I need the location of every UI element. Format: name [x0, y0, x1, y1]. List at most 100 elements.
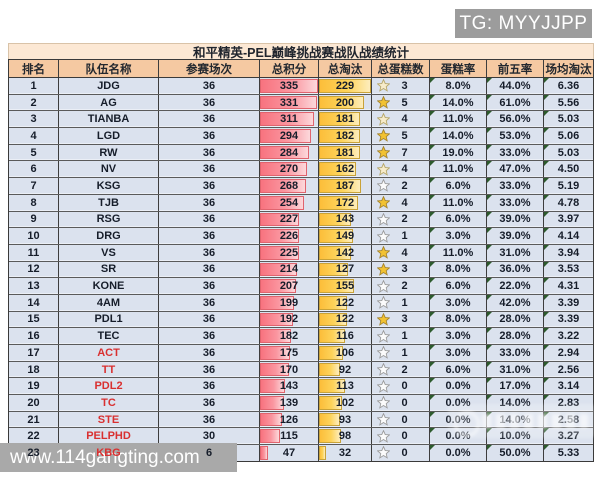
points-data-bar [260, 145, 310, 160]
corner-flag-icon [487, 328, 492, 334]
corner-flag-icon [544, 294, 549, 300]
matches-cell: 36 [158, 278, 259, 294]
points-cell: 331 [259, 94, 318, 111]
corner-flag-icon [430, 211, 435, 217]
star-icon [377, 446, 390, 460]
corner-flag-icon [430, 144, 435, 150]
team-cell: NV [58, 161, 158, 178]
top5-rate-cell: 42.0% [486, 294, 543, 311]
cell-value: 36 [202, 313, 216, 326]
cell-value: 0.0% [445, 396, 471, 409]
table-row: 8 TJB 36 254 172 4 11.0% 33.0% 4.78 [9, 194, 593, 212]
cell-value: 36 [202, 280, 216, 293]
star-icon [377, 346, 390, 360]
cell-value: 1 [30, 79, 37, 92]
points-cell: 126 [259, 411, 318, 428]
points-cell: 227 [259, 211, 318, 228]
elims-data-bar [319, 295, 347, 310]
points-data-bar [260, 346, 291, 360]
elims-data-bar [319, 245, 352, 260]
cakes-cell: 7 [371, 144, 429, 161]
rank-cell: 7 [9, 178, 58, 194]
matches-cell: 36 [158, 311, 259, 328]
points-cell: 207 [259, 278, 318, 294]
elims-data-bar [319, 162, 356, 177]
corner-flag-icon [487, 244, 492, 250]
points-data-bar [260, 396, 285, 410]
corner-flag-icon [487, 144, 492, 150]
cell-value: 17.0% [499, 380, 531, 393]
cell-value: 5.03 [557, 146, 580, 159]
rank-cell: 6 [9, 161, 58, 177]
cell-value: VS [101, 246, 116, 259]
cell-value: 22.0% [499, 280, 531, 293]
cakes-cell: 1 [371, 294, 429, 311]
elims-cell: 162 [318, 161, 371, 178]
top5-rate-cell: 53.0% [486, 128, 543, 144]
elims-cell: 122 [318, 294, 371, 311]
cell-value: 3 [401, 313, 408, 326]
star-icon [377, 79, 390, 93]
cakes-inner: 4 [372, 162, 429, 176]
cell-value: 36 [202, 146, 216, 159]
cakes-cell: 5 [371, 128, 429, 144]
cell-value: 0 [401, 413, 408, 426]
table-header: 排名 队伍名称 参赛场次 总积分 总淘汰 总蛋糕数 蛋糕率 前五率 场均淘汰 [9, 60, 593, 78]
elims-cell: 32 [318, 445, 371, 461]
cell-value: 181 [335, 113, 355, 126]
table-row: 15 PDL1 36 192 122 3 8.0% 28.0% 3.39 [9, 311, 593, 329]
matches-cell: 36 [158, 345, 259, 361]
cell-value: 207 [279, 280, 299, 293]
rank-cell: 8 [9, 195, 58, 211]
cell-value: 162 [335, 163, 355, 176]
top5-rate-cell: 50.0% [486, 445, 543, 461]
matches-cell: 36 [158, 328, 259, 344]
cell-value: 6.0% [445, 280, 471, 293]
cakes-cell: 0 [371, 428, 429, 445]
top5-rate-cell: 31.0% [486, 244, 543, 261]
cell-value: 181 [335, 146, 355, 159]
cakes-inner: 1 [372, 229, 429, 243]
table-title: 和平精英-PEL巅峰挑战赛战队战绩统计 [8, 43, 594, 60]
elims-data-bar [319, 145, 361, 160]
cell-value: 11 [27, 246, 40, 259]
cell-value: 4 [30, 129, 37, 142]
cell-value: 2 [401, 280, 408, 293]
corner-flag-icon [430, 261, 435, 267]
cell-value: 5.03 [557, 113, 580, 126]
elims-cell: 92 [318, 361, 371, 378]
top5-rate-cell: 39.0% [486, 228, 543, 244]
table-row: 5 RW 36 284 181 7 19.0% 33.0% 5.03 [9, 144, 593, 162]
cell-value: 14.0% [442, 129, 474, 142]
cell-value: 225 [279, 246, 299, 259]
corner-flag-icon [487, 111, 492, 117]
matches-cell: 36 [158, 361, 259, 378]
top5-rate-cell: 44.0% [486, 78, 543, 94]
cell-value: 3.14 [557, 380, 580, 393]
cell-value: 270 [279, 163, 299, 176]
table-row: 18 TT 36 170 92 2 6.0% 31.0% 2.56 [9, 361, 593, 379]
star-icon [377, 379, 390, 393]
corner-flag-icon [430, 445, 435, 451]
elims-cell: 200 [318, 94, 371, 111]
cell-value: 0 [401, 396, 408, 409]
cell-value: 126 [279, 413, 299, 426]
rank-cell: 5 [9, 145, 58, 161]
table-row: 2 AG 36 331 200 5 14.0% 61.0% 5.56 [9, 94, 593, 112]
matches-cell: 36 [158, 94, 259, 111]
cell-value: 199 [279, 296, 299, 309]
matches-cell: 36 [158, 261, 259, 278]
star-icon [377, 429, 390, 443]
cakes-inner: 7 [372, 146, 429, 159]
cell-value: 2.83 [557, 396, 580, 409]
elims-data-bar [319, 312, 347, 327]
weibo-watermark [448, 404, 596, 438]
matches-cell: 30 [158, 428, 259, 445]
avg-elims-cell: 5.03 [543, 111, 593, 128]
cell-value: 36 [202, 179, 216, 192]
cell-value: 2 [30, 96, 37, 109]
table-row: 6 NV 36 270 162 4 11.0% 47.0% 4.50 [9, 161, 593, 179]
matches-cell: 36 [158, 161, 259, 178]
cell-value: 39.0% [499, 230, 531, 243]
cell-value: 50.0% [499, 446, 531, 459]
